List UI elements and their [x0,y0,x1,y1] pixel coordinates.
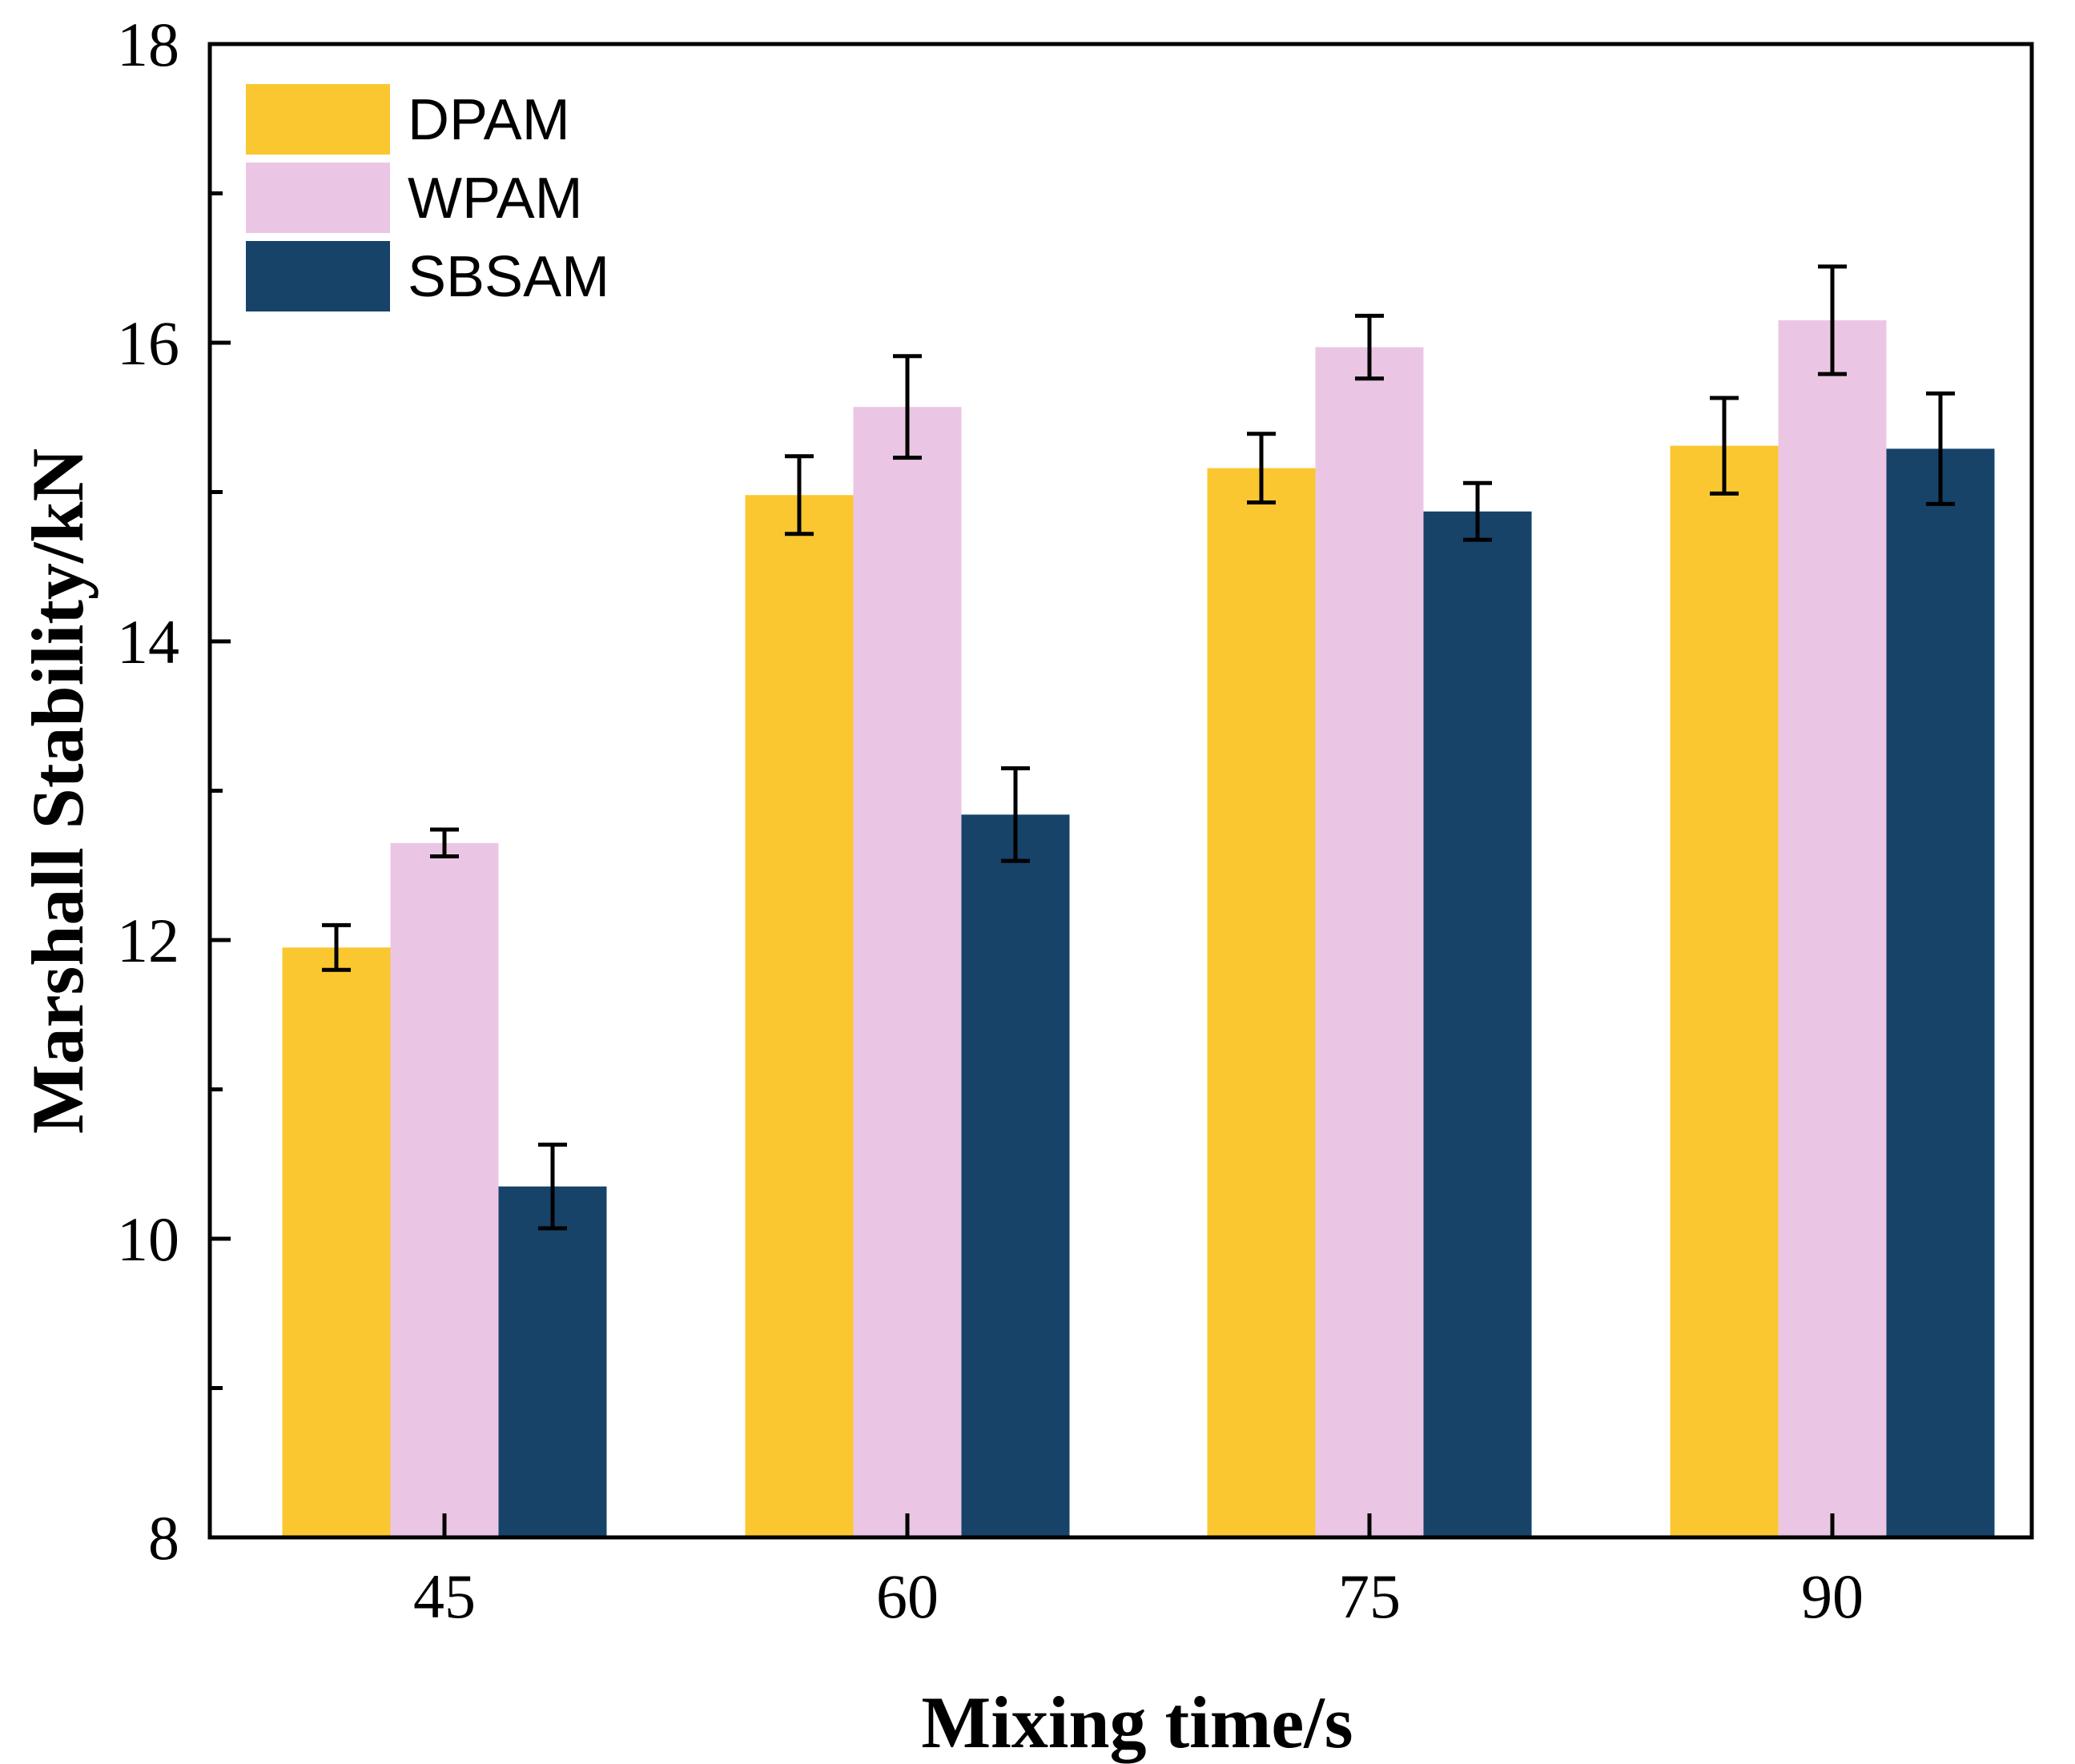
error-bars-layer [322,264,1955,1231]
bar-dpam-75 [1207,468,1316,1538]
error-bar-sbsam-60 [1001,766,1030,863]
x-axis-title: Mixing time/s [921,1682,1353,1763]
y-tick-label-8: 8 [148,1503,179,1573]
bar-wpam-45 [390,842,499,1537]
error-bar-sbsam-90 [1926,391,1955,506]
x-tick-label-60: 60 [876,1561,939,1631]
bar-dpam-60 [745,495,854,1537]
x-tick-label-45: 45 [413,1561,476,1631]
x-tick-label-90: 90 [1801,1561,1864,1631]
error-bar-wpam-60 [893,354,922,460]
bar-wpam-90 [1778,320,1887,1537]
error-bar-wpam-75 [1355,313,1384,381]
y-tick-label-16: 16 [117,308,179,378]
y-axis: 8 10 12 14 16 18 [117,10,231,1573]
bar-dpam-45 [282,947,391,1537]
legend-swatch-sbsam [246,241,390,311]
y-tick-label-14: 14 [117,607,179,677]
bar-dpam-90 [1670,445,1779,1537]
y-tick-label-18: 18 [117,10,179,79]
error-bar-sbsam-75 [1463,480,1492,542]
error-bar-wpam-45 [430,827,459,859]
error-bar-sbsam-45 [538,1143,567,1231]
bar-sbsam-45 [498,1186,607,1537]
legend-swatch-dpam [246,84,390,155]
bar-sbsam-75 [1423,511,1532,1537]
legend-label-dpam: DPAM [408,88,570,152]
y-axis-title: Marshall Stability/kN [17,448,99,1134]
error-bar-dpam-45 [322,922,351,972]
error-bar-dpam-75 [1247,432,1276,505]
error-bar-dpam-60 [785,454,814,536]
bar-wpam-60 [853,407,962,1537]
x-tick-label-75: 75 [1338,1561,1401,1631]
error-bar-dpam-90 [1710,396,1739,496]
legend-label-wpam: WPAM [408,167,583,231]
x-axis: 45 60 75 90 [413,1513,1864,1631]
bar-wpam-75 [1315,347,1424,1538]
legend-swatch-wpam [246,163,390,233]
legend: DPAM WPAM SBSAM [246,84,609,311]
bar-sbsam-90 [1886,448,1995,1537]
legend-label-sbsam: SBSAM [408,245,609,309]
error-bar-wpam-90 [1818,264,1847,376]
y-tick-label-10: 10 [117,1204,179,1274]
y-tick-label-12: 12 [117,906,179,975]
bars-layer [282,320,1995,1538]
bar-sbsam-60 [961,814,1070,1537]
